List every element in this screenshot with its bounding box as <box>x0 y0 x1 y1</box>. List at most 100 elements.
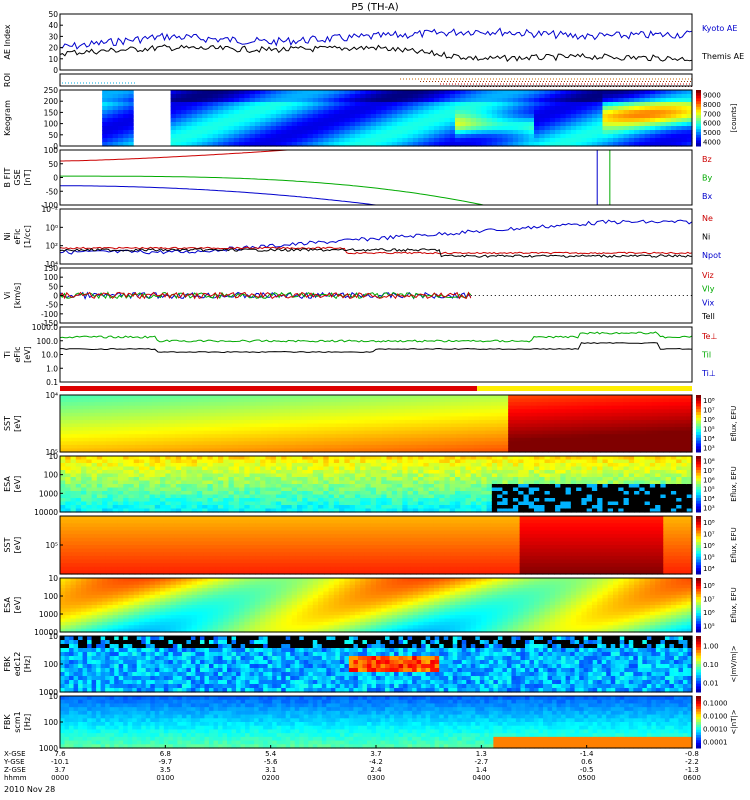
sst-ion-cell <box>456 409 462 413</box>
esa-ion-cell <box>481 456 487 460</box>
sst-ion-cell <box>313 424 319 428</box>
keogram-cell <box>397 110 403 115</box>
sst-ion-cell <box>347 395 353 399</box>
esa-ion-cell <box>339 477 345 481</box>
esa-ion-cell <box>318 477 324 481</box>
esa-ion-cell <box>429 502 435 506</box>
keogram-cell <box>107 98 113 103</box>
keogram-cell <box>92 130 98 135</box>
keogram-cell <box>192 134 198 139</box>
esa-ion-cell <box>271 505 277 509</box>
esa-ion-cell <box>487 505 493 509</box>
esa-ion-cell <box>197 456 203 460</box>
esa-ion-cell <box>286 498 292 502</box>
sst-ion-cell <box>60 420 66 424</box>
esa-ion-cell <box>165 488 171 492</box>
esa-ion-cell <box>234 463 240 467</box>
esa-ion-cell <box>423 484 429 488</box>
keogram-cell <box>107 138 113 143</box>
sst-ion-cell <box>669 402 675 406</box>
esa-ion-cell <box>181 463 187 467</box>
sst-ion-cell <box>387 406 393 410</box>
esa-ion-cell <box>302 460 308 464</box>
keogram-cell <box>545 126 551 131</box>
esa-ion-cell <box>139 477 145 481</box>
esa-ion-cell <box>308 495 314 499</box>
esa-ion-cell <box>292 477 298 481</box>
keogram-cell <box>545 118 551 123</box>
sst-ion-cell <box>324 438 330 442</box>
sst-ion-cell <box>307 395 313 399</box>
esa-ion-cell <box>207 460 213 464</box>
sst-ion-cell <box>140 402 146 406</box>
colorbar-tick-label: 10⁵ <box>703 425 715 433</box>
sst-ion-cell <box>146 413 152 417</box>
esa-ion-cell <box>76 474 82 478</box>
esa-ion-cell <box>502 491 508 495</box>
esa-ion-cell <box>318 484 324 488</box>
keogram-cell <box>265 110 271 115</box>
sst-ion-cell <box>324 395 330 399</box>
keogram-cell <box>502 130 508 135</box>
keogram-cell <box>671 130 677 135</box>
keogram-cell <box>92 106 98 111</box>
keogram-cell <box>381 94 387 99</box>
sst-ion-cell <box>301 431 307 435</box>
panel-roi: ROI <box>3 73 692 87</box>
keogram-cell <box>355 94 361 99</box>
keogram-cell <box>460 122 466 127</box>
keogram-cell <box>413 114 419 119</box>
sst-ion-cell <box>514 438 520 442</box>
keogram-cell <box>155 122 161 127</box>
sst-ion-cell <box>267 434 273 438</box>
keogram-cell <box>339 138 345 143</box>
keogram-cell <box>671 114 677 119</box>
sst-ion-cell <box>250 424 256 428</box>
sst-ion-cell <box>531 406 537 410</box>
sst-ion-cell <box>135 420 141 424</box>
keogram-cell <box>150 90 156 95</box>
sst-ion-cell <box>336 402 342 406</box>
esa-ion-cell <box>344 495 350 499</box>
esa-ion-cell <box>502 470 508 474</box>
esa-ion-cell <box>434 474 440 478</box>
keogram-cell <box>323 118 329 123</box>
sst-ion-cell <box>353 409 359 413</box>
colorbar-tick-label: 10³ <box>703 444 715 452</box>
esa-ion-cell <box>460 498 466 502</box>
sst-ion-cell <box>89 441 95 445</box>
sst-ion-cell <box>89 427 95 431</box>
sst-ion-cell <box>324 427 330 431</box>
sst-ion-cell <box>548 399 554 403</box>
keogram-cell <box>318 118 324 123</box>
sst-ion-cell <box>474 434 480 438</box>
keogram-cell <box>239 118 245 123</box>
keogram-cell <box>308 102 314 107</box>
sst-ion-cell <box>410 441 416 445</box>
sst-ion-cell <box>163 406 169 410</box>
esa-ion-cell <box>339 470 345 474</box>
esa-ion-cell <box>255 491 261 495</box>
sst-ion-cell <box>227 416 233 420</box>
keogram-cell <box>113 118 119 123</box>
sst-ion-cell <box>422 441 428 445</box>
keogram-cell <box>313 138 319 143</box>
keogram-cell <box>613 106 619 111</box>
esa-ion-cell <box>223 495 229 499</box>
keogram-cell <box>128 122 134 127</box>
keogram-cell <box>355 118 361 123</box>
sst-ion-cell <box>89 395 95 399</box>
keogram-cell <box>371 126 377 131</box>
sst-ion-cell <box>112 395 118 399</box>
esa-ion-cell <box>402 491 408 495</box>
esa-ion-cell <box>471 495 477 499</box>
esa-ion-cell <box>450 488 456 492</box>
sst-ion-cell <box>646 420 652 424</box>
sst-ion-cell <box>215 402 221 406</box>
sst-ion-cell <box>313 399 319 403</box>
keogram-cell <box>413 106 419 111</box>
sst-ion-cell <box>238 431 244 435</box>
esa-ion-cell <box>81 481 87 485</box>
colorbar-cell <box>696 415 701 418</box>
keogram-cell <box>92 118 98 123</box>
